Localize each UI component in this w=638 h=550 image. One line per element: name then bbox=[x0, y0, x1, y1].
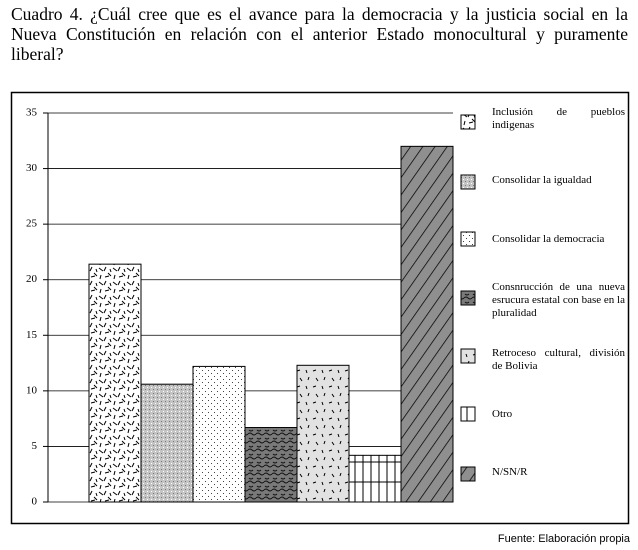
bar bbox=[296, 364, 350, 503]
chart-frame bbox=[10, 91, 630, 525]
legend-label: N/SN/R bbox=[492, 466, 528, 478]
legend-swatch bbox=[460, 406, 476, 422]
bar bbox=[140, 383, 194, 503]
legend-swatch bbox=[460, 114, 476, 130]
bar bbox=[88, 263, 142, 503]
y-tick-label: 35 bbox=[26, 107, 38, 119]
legend-label: Consnrucción de una nueva esrucura estat… bbox=[492, 281, 625, 319]
legend-label: Retroceso cultural, división de Bolivia bbox=[492, 347, 625, 372]
bar bbox=[348, 454, 402, 503]
source-note: Fuente: Elaboración propia bbox=[497, 533, 630, 545]
y-tick-label: 5 bbox=[32, 440, 38, 452]
y-tick-label: 20 bbox=[26, 273, 38, 285]
legend-swatch bbox=[460, 348, 476, 364]
y-tick-label: 25 bbox=[26, 218, 38, 230]
bar bbox=[400, 145, 454, 503]
chart-title: Cuadro 4. ¿Cuál cree que es el avance pa… bbox=[11, 4, 628, 64]
y-tick-label: 30 bbox=[26, 162, 38, 174]
legend-label: Consolidar la igualdad bbox=[492, 174, 592, 186]
legend-swatch bbox=[460, 174, 476, 190]
legend-swatch bbox=[460, 231, 476, 247]
bar bbox=[192, 365, 246, 503]
legend-label: Inclusión de pueblos indigenas bbox=[492, 106, 625, 131]
bar bbox=[244, 427, 298, 503]
legend-swatch bbox=[460, 466, 476, 482]
legend-swatch bbox=[460, 290, 476, 306]
y-tick-label: 15 bbox=[26, 329, 38, 341]
y-tick-label: 0 bbox=[32, 496, 38, 508]
y-tick-label: 10 bbox=[26, 384, 38, 396]
legend-label: Otro bbox=[492, 408, 513, 420]
legend-label: Consolidar la democracia bbox=[492, 233, 605, 245]
